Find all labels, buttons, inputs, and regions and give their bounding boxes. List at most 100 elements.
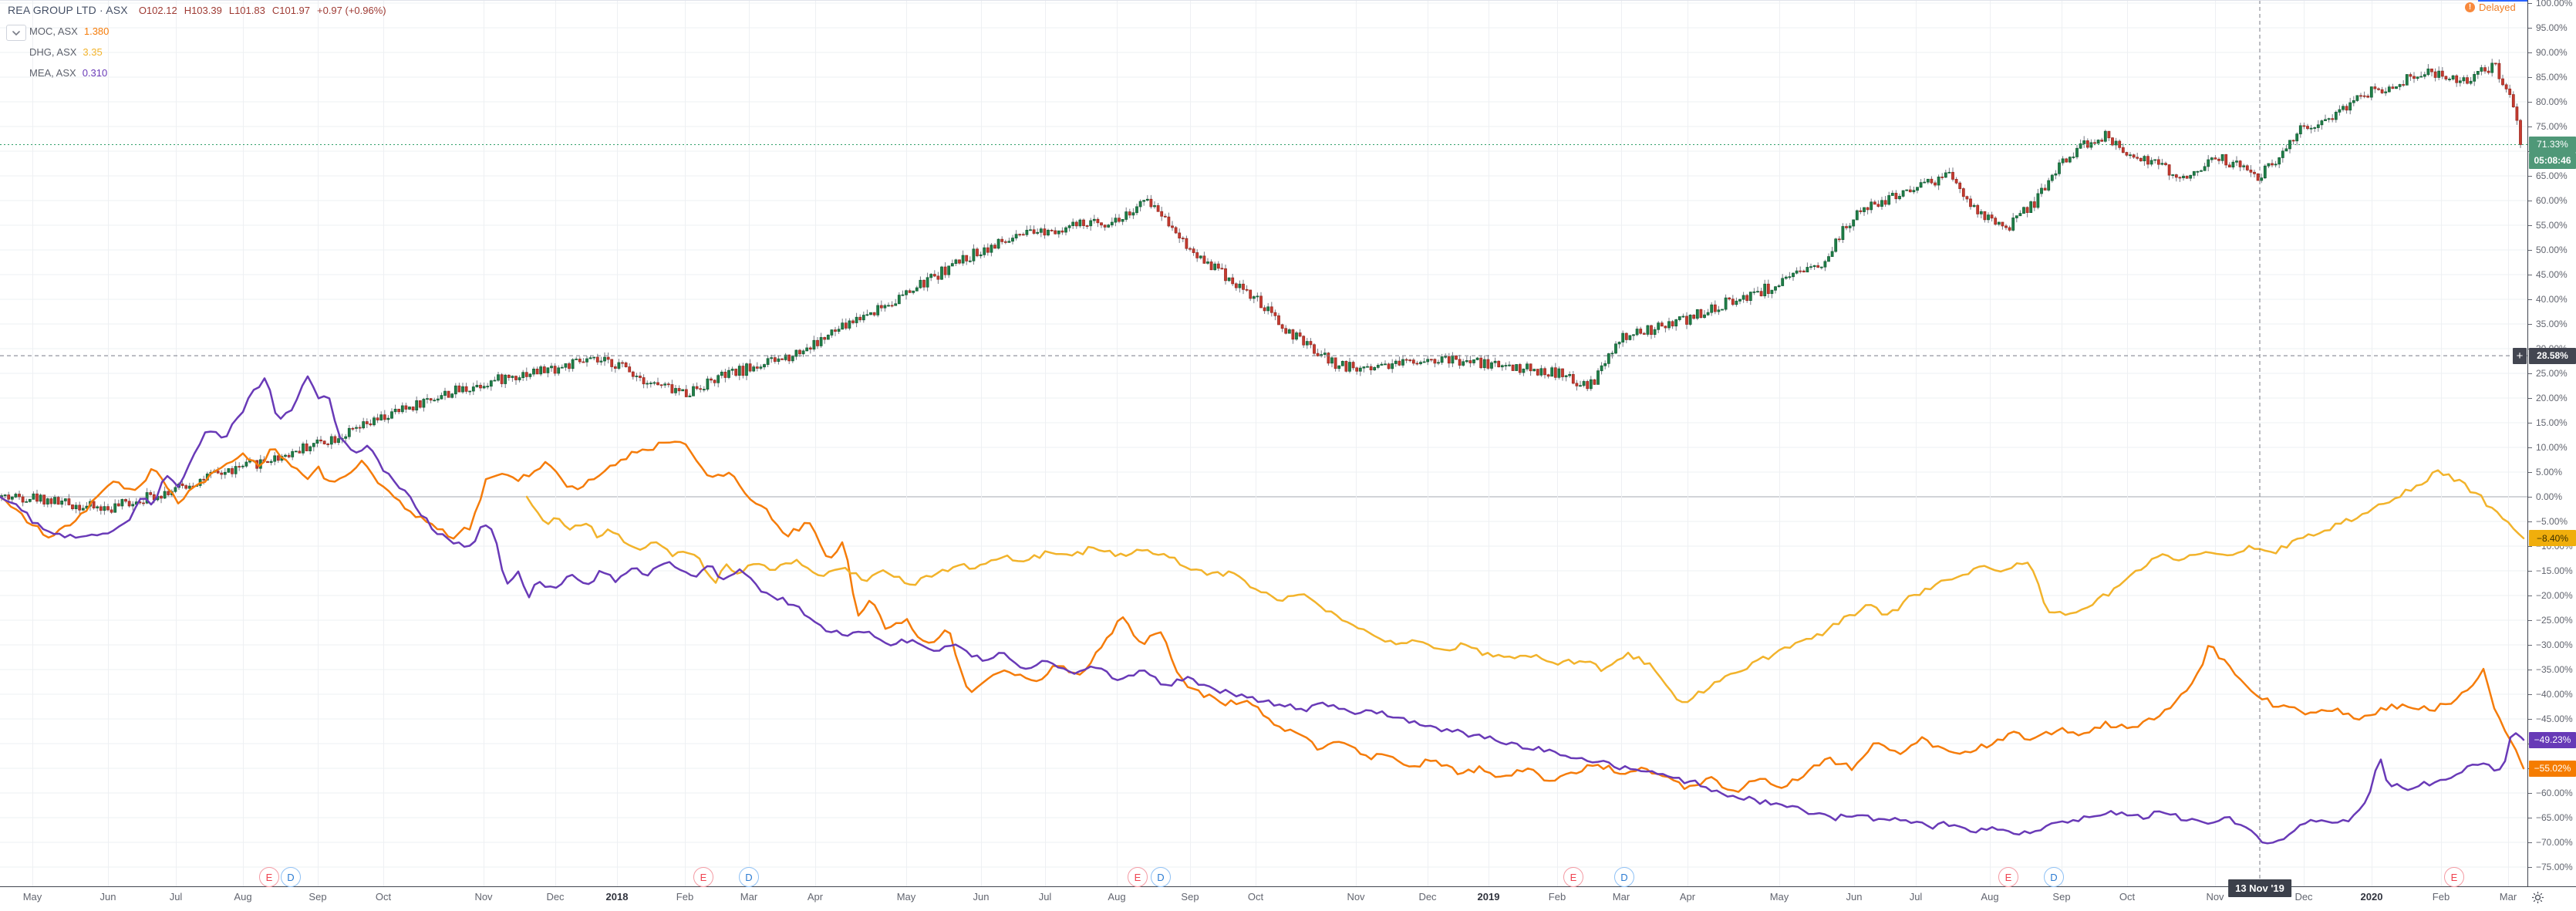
candle-down <box>447 390 450 398</box>
price-axis-label: 15.00% <box>2536 417 2568 428</box>
candle-up <box>1064 227 1067 233</box>
candle-up <box>1444 356 1448 358</box>
time-axis-month-label: Dec <box>546 891 565 903</box>
earnings-marker[interactable]: E <box>2444 867 2464 887</box>
legend-collapse-button[interactable] <box>6 25 26 41</box>
candle-up <box>1717 309 1721 312</box>
earnings-marker[interactable]: E <box>259 867 279 887</box>
dividend-marker[interactable]: D <box>1614 867 1634 887</box>
delayed-data-notice[interactable]: ! Delayed <box>2465 2 2516 13</box>
candle-up <box>1014 234 1018 239</box>
candle-up <box>1337 365 1341 369</box>
price-axis-label: 40.00% <box>2536 294 2568 305</box>
crosshair-price-badge[interactable]: 28.58% <box>2529 347 2576 364</box>
candle-up <box>2316 124 2320 128</box>
candle-up <box>302 443 305 454</box>
legend-row-dhg[interactable]: DHG, ASX 3.35 <box>29 46 103 58</box>
candle-down <box>1054 230 1057 234</box>
rea-last-price-badge[interactable]: 71.33% <box>2529 136 2576 153</box>
candle-down <box>1965 196 1969 200</box>
price-axis-label: −75.00% <box>2536 862 2573 872</box>
candle-down <box>1259 295 1263 309</box>
candle-up <box>1213 263 1217 271</box>
candle-down <box>2238 160 2242 167</box>
candle-up <box>1153 205 1156 208</box>
candle-down <box>2245 165 2249 170</box>
candle-up <box>649 383 652 384</box>
candle-up <box>315 439 319 444</box>
candle-down <box>932 274 936 277</box>
time-axis-month-label: Oct <box>1247 891 1264 903</box>
candle-up <box>2284 148 2288 152</box>
add-alert-plus-button[interactable]: + <box>2513 347 2527 364</box>
candle-down <box>1894 193 1898 200</box>
candle-down <box>1642 332 1646 335</box>
chevron-down-icon <box>12 30 20 35</box>
time-axis-month-label: Apr <box>807 891 824 903</box>
candle-down <box>2224 154 2228 166</box>
candle-down <box>110 509 113 513</box>
candle-up <box>2075 147 2079 157</box>
candle-up <box>393 408 397 413</box>
candle-up <box>2220 154 2224 161</box>
price-axis-label: 50.00% <box>2536 245 2568 255</box>
candle-up <box>1380 363 1384 366</box>
candle-up <box>2129 154 2132 157</box>
candle-down <box>514 376 518 380</box>
candle-up <box>861 315 865 321</box>
candle-down <box>834 329 837 332</box>
price-axis-tick <box>2527 472 2532 473</box>
candle-up <box>1490 362 1493 369</box>
candle-down <box>1845 226 1848 228</box>
candle-up <box>284 454 287 457</box>
open-value: O102.12 <box>138 4 177 16</box>
price-axis[interactable]: 100.00%95.00%90.00%85.00%80.00%75.00%70.… <box>2527 0 2576 886</box>
price-axis-tick <box>2527 176 2532 177</box>
close-value: C101.97 <box>271 4 310 16</box>
delayed-warning-icon: ! <box>2465 2 2475 12</box>
dhg-last-price-badge[interactable]: −8.40% <box>2529 530 2576 547</box>
candle-down <box>2271 163 2274 166</box>
earnings-marker[interactable]: E <box>1563 867 1583 887</box>
candle-up <box>805 347 809 352</box>
dividend-marker[interactable]: D <box>1151 867 1171 887</box>
price-pane[interactable] <box>0 0 2527 886</box>
candle-down <box>1571 374 1575 384</box>
candle-down <box>2227 164 2231 167</box>
candle-down <box>1976 204 1980 214</box>
price-axis-tick <box>2527 497 2532 498</box>
candle-down <box>684 389 688 397</box>
candle-up <box>990 245 993 253</box>
price-axis-label: −45.00% <box>2536 714 2573 724</box>
time-axis-settings[interactable] <box>2528 887 2576 911</box>
moc-last-price-badge[interactable]: −55.02% <box>2529 760 2576 777</box>
dividend-marker[interactable]: D <box>281 867 301 887</box>
candle-up <box>720 371 723 376</box>
candle-up <box>461 386 464 393</box>
candle-up <box>1880 200 1883 207</box>
candle-up <box>1526 363 1529 369</box>
candle-down <box>1553 367 1557 378</box>
price-axis-tick <box>2527 620 2532 621</box>
candle-down <box>2156 159 2160 165</box>
symbol-title[interactable]: REA GROUP LTD · ASX <box>8 4 128 16</box>
legend-row-moc[interactable]: MOC, ASX 1.380 <box>29 25 109 37</box>
legend-row-mea[interactable]: MEA, ASX 0.310 <box>29 67 107 79</box>
earnings-marker[interactable]: E <box>1128 867 1148 887</box>
candle-down <box>631 371 635 377</box>
symbol-header[interactable]: REA GROUP LTD · ASX O102.12 H103.39 L101… <box>8 4 386 16</box>
candle-down <box>595 356 599 363</box>
earnings-marker[interactable]: E <box>1998 867 2018 887</box>
candle-up <box>2281 150 2284 158</box>
mea-last-price-badge[interactable]: −49.23% <box>2529 731 2576 748</box>
candle-up <box>1706 312 1710 315</box>
dividend-marker[interactable]: D <box>2044 867 2064 887</box>
dividend-marker[interactable]: D <box>739 867 759 887</box>
candle-down <box>1447 356 1451 364</box>
candle-up <box>1373 366 1377 371</box>
candle-up <box>1724 297 1728 310</box>
candle-down <box>358 427 362 429</box>
earnings-marker[interactable]: E <box>693 867 713 887</box>
time-axis-month-label: Jun <box>99 891 116 903</box>
countdown-badge[interactable]: 05:08:46 <box>2529 152 2576 169</box>
